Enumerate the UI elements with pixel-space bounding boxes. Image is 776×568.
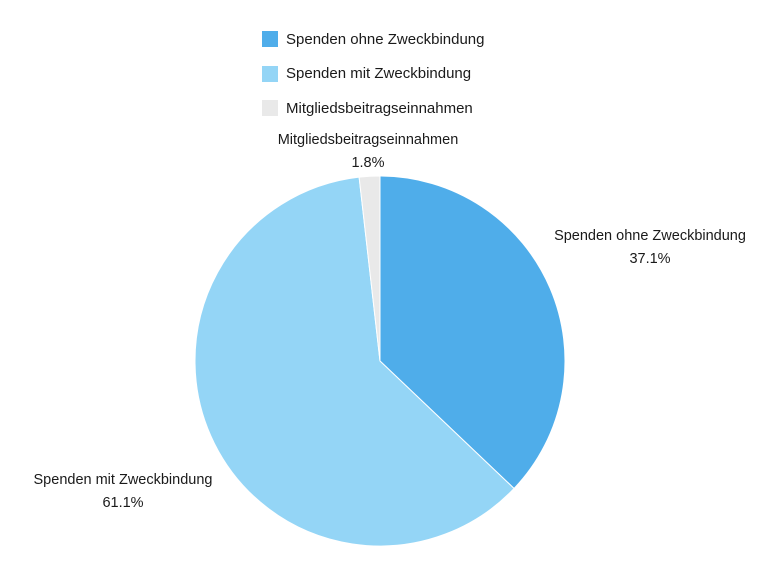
slice-label-name: Spenden mit Zweckbindung [34,472,213,488]
slice-label-name: Mitgliedsbeitragseinnahmen [278,132,459,148]
legend-item-mitgliedsbeitragseinnahmen[interactable]: Mitgliedsbeitragseinnahmen [262,99,485,117]
chart-legend: Spenden ohne Zweckbindung Spenden mit Zw… [262,30,485,134]
legend-label: Spenden mit Zweckbindung [286,65,472,82]
legend-label: Spenden ohne Zweckbindung [286,30,485,48]
slice-label-value: 37.1% [629,251,670,267]
legend-swatch [262,100,278,116]
legend-swatch [262,31,278,47]
legend-swatch [262,65,278,82]
slice-label-value: 1.8% [351,155,384,171]
slice-label-value: 61.1% [102,495,143,511]
slice-label-name: Spenden ohne Zweckbindung [554,228,746,244]
pie-slice-1[interactable] [379,175,566,490]
legend-item-spenden-mit-zweckbindung[interactable]: Spenden mit Zweckbindung [262,65,485,83]
legend-item-spenden-ohne-zweckbindung[interactable]: Spenden ohne Zweckbindung [262,30,485,48]
legend-label: Mitgliedsbeitragseinnahmen [286,99,473,117]
pie-slice-2[interactable] [194,176,515,547]
pie-slice-3[interactable] [358,175,381,362]
